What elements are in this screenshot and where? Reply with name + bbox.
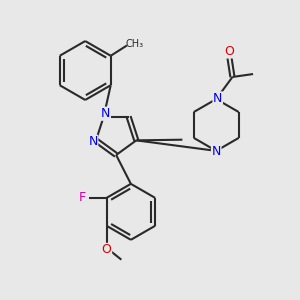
Text: N: N [212,145,221,158]
Text: O: O [225,45,234,58]
Text: N: N [213,92,222,105]
Text: O: O [102,244,112,256]
Text: N: N [88,135,98,148]
Text: F: F [79,191,86,204]
Text: N: N [101,107,110,120]
Text: CH₃: CH₃ [126,39,144,49]
